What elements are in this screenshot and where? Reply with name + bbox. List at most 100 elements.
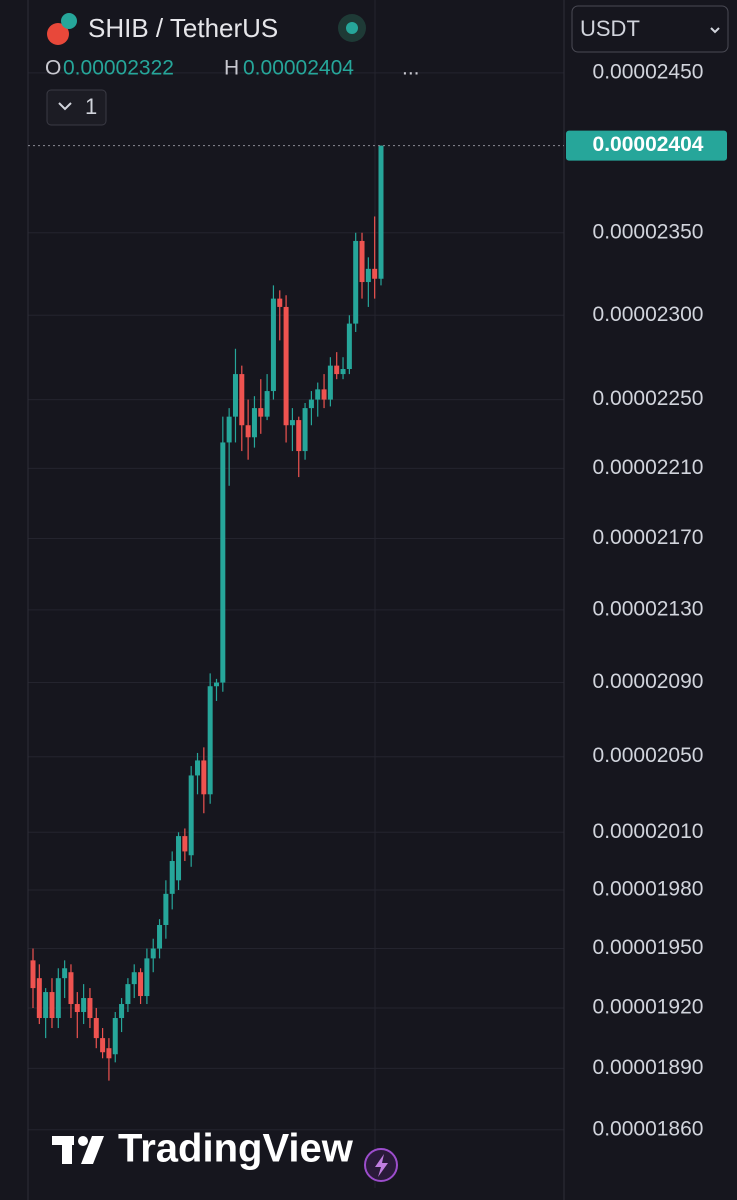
candle-body [239, 374, 245, 426]
candle-body [55, 978, 61, 1019]
quote-icon [61, 13, 77, 29]
candle-body [315, 389, 321, 400]
candle-body [308, 399, 314, 409]
candle-body [201, 760, 207, 795]
candle-body [138, 972, 144, 997]
candle-body [100, 1038, 106, 1053]
candle-body [182, 836, 188, 852]
logo-part [81, 1136, 104, 1164]
watermark: TradingView [118, 1127, 354, 1171]
status-dot [346, 22, 358, 34]
candle-body [353, 240, 359, 324]
candles [28, 145, 564, 1081]
legend-open-value: 0.00002322 [63, 57, 174, 80]
candle-body [302, 408, 308, 452]
candle-body [220, 442, 226, 683]
y-tick-label: 0.00001950 [593, 936, 704, 959]
candle-body [346, 323, 352, 370]
grid [28, 72, 564, 1131]
candle-body [43, 992, 49, 1019]
currency-selector[interactable] [571, 5, 729, 53]
candle-body [277, 298, 283, 307]
candle-body [258, 408, 264, 417]
currency: USDT [580, 16, 640, 41]
legend-open-label: O [45, 57, 61, 80]
y-tick-label: 0.00002170 [593, 526, 704, 549]
candle-body [327, 365, 333, 400]
candle-body [340, 369, 346, 375]
candle-body [365, 268, 371, 283]
logo-part [62, 1136, 72, 1164]
interval-toggle[interactable] [46, 89, 107, 126]
candle-body [176, 836, 182, 881]
candle-body [289, 420, 295, 426]
candle-body [81, 998, 87, 1013]
candle-body [213, 682, 219, 687]
symbol-title: SHIB / TetherUS [88, 13, 278, 43]
candle-body [372, 268, 378, 279]
candle-body [163, 893, 169, 926]
logo-part [78, 1136, 88, 1146]
candle-body [169, 861, 175, 894]
candle-body [150, 948, 156, 959]
candle-body [334, 365, 340, 375]
candle-body [36, 978, 42, 1019]
candle-body [87, 998, 93, 1019]
candle-body [321, 389, 327, 400]
base-icon [47, 23, 69, 45]
y-tick-label: 0.00001980 [593, 878, 704, 901]
candle-body [195, 760, 201, 776]
candle-body [106, 1048, 112, 1059]
y-tick-label: 0.00002350 [593, 220, 704, 243]
candle-body [68, 972, 74, 1005]
candle-body [245, 425, 251, 438]
legend-high-label: H [224, 57, 239, 80]
candle-body [112, 1018, 118, 1055]
price-axis: 0.00002450 0.00002350 0.00002300 0.00002250… [566, 60, 727, 1140]
candle-body [157, 925, 163, 949]
candle-body [93, 1018, 99, 1039]
candle-body [119, 1004, 125, 1019]
candle-body [270, 298, 276, 392]
y-tick-label: 0.00002450 [593, 60, 704, 83]
y-tick-label: 0.00002130 [593, 597, 704, 620]
candle-body [296, 420, 302, 452]
lightning-icon [375, 1154, 388, 1177]
candle-body [144, 958, 150, 997]
candle-body [207, 686, 213, 795]
candle-body [125, 984, 131, 1005]
y-tick-label: 0.00001860 [593, 1117, 704, 1140]
y-tick-label: 0.00002090 [593, 670, 704, 693]
y-tick-label: 0.00002050 [593, 744, 704, 767]
candle-body [283, 306, 289, 426]
candle-body [264, 391, 270, 417]
y-tick-label: 0.00001890 [593, 1056, 704, 1079]
chevron [58, 102, 72, 111]
candle-body [62, 968, 68, 979]
candle-body [131, 972, 137, 985]
candle-body [232, 374, 238, 417]
last-price-badge [566, 130, 727, 161]
candle-body [74, 1004, 80, 1013]
legend-more[interactable]: ... [402, 57, 420, 80]
y-tick-label: 0.00002250 [593, 387, 704, 410]
candle-body [378, 145, 384, 279]
watermark-logo [52, 1136, 104, 1164]
candle-body [30, 960, 36, 989]
y-tick-label: 0.00002300 [593, 303, 704, 326]
y-tick-label: 0.00002210 [593, 456, 704, 479]
chevron [710, 27, 720, 34]
y-tick-label: 0.00002010 [593, 820, 704, 843]
y-tick-label: 0.00001920 [593, 996, 704, 1019]
candle-body [226, 416, 232, 443]
last-price-label: 0.00002404 [593, 133, 704, 156]
candle-body [188, 775, 194, 856]
interval: 1 [85, 94, 97, 119]
legend-high-value: 0.00002404 [243, 57, 354, 80]
candle-body [49, 992, 55, 1019]
candle-body [251, 408, 257, 438]
candle-body [359, 240, 365, 283]
